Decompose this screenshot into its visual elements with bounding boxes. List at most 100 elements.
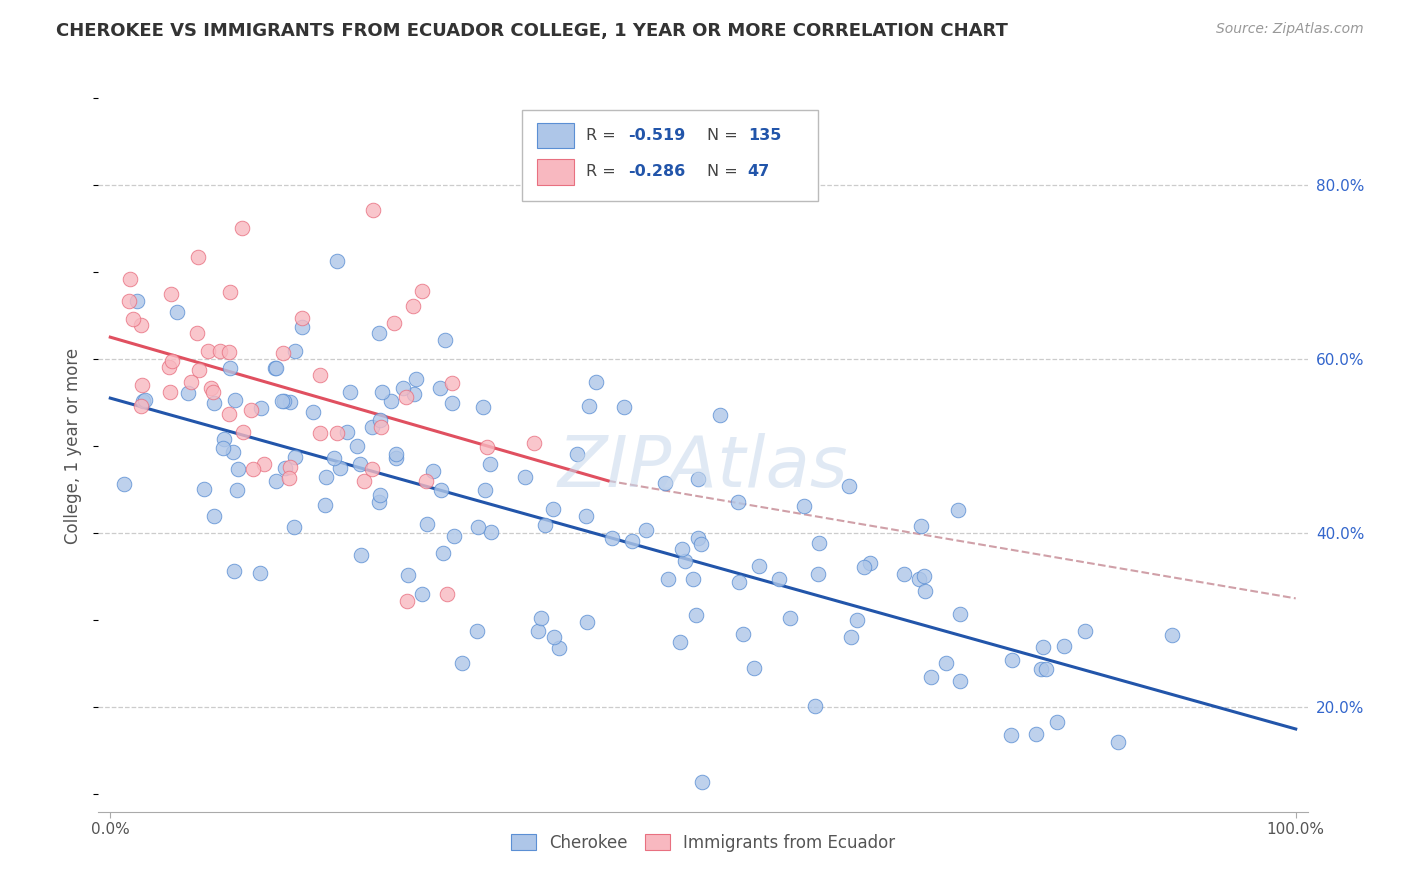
Point	[278, 395, 301, 409]
Point	[686, 531, 709, 545]
Point	[212, 433, 235, 447]
Point	[804, 698, 827, 713]
Point	[204, 508, 226, 523]
Point	[187, 250, 209, 264]
Point	[682, 573, 704, 587]
Point	[197, 344, 219, 359]
Point	[479, 457, 502, 471]
Point	[385, 451, 408, 466]
Point	[273, 393, 295, 408]
Point	[534, 518, 557, 533]
Point	[349, 457, 371, 471]
Text: ZIPAtlas: ZIPAtlas	[558, 434, 848, 502]
Point	[127, 294, 149, 309]
Point	[371, 384, 394, 399]
Point	[219, 360, 242, 375]
Point	[339, 385, 361, 400]
Point	[411, 587, 433, 601]
Point	[416, 516, 439, 531]
Point	[202, 395, 225, 409]
Point	[779, 610, 801, 624]
Point	[920, 670, 942, 684]
Point	[361, 462, 384, 476]
Point	[467, 519, 489, 533]
Point	[688, 472, 710, 486]
Point	[1107, 734, 1129, 748]
Point	[326, 253, 349, 268]
Point	[370, 419, 392, 434]
Text: Source: ZipAtlas.com: Source: ZipAtlas.com	[1216, 22, 1364, 37]
Point	[411, 284, 433, 298]
Point	[405, 371, 427, 385]
Text: N =: N =	[707, 128, 742, 143]
Point	[157, 360, 180, 375]
Point	[768, 572, 790, 586]
Point	[949, 674, 972, 689]
Point	[541, 502, 564, 516]
Point	[309, 368, 332, 383]
Text: 47: 47	[748, 164, 770, 179]
Point	[350, 549, 373, 563]
Point	[131, 378, 153, 392]
Point	[846, 613, 869, 627]
Point	[434, 334, 457, 348]
Point	[380, 394, 402, 409]
Text: R =: R =	[586, 164, 620, 179]
Point	[526, 624, 548, 639]
Point	[429, 380, 451, 394]
Point	[231, 220, 253, 235]
Point	[621, 534, 644, 549]
Point	[264, 361, 287, 376]
Point	[472, 400, 495, 414]
Point	[441, 376, 464, 390]
Point	[309, 425, 332, 440]
Point	[129, 399, 152, 413]
Point	[314, 499, 336, 513]
Point	[202, 385, 225, 400]
Point	[278, 471, 301, 485]
Point	[912, 568, 935, 582]
Point	[396, 568, 419, 582]
Point	[368, 326, 391, 341]
Point	[543, 631, 565, 645]
Point	[422, 464, 444, 478]
Point	[291, 311, 314, 326]
Point	[315, 469, 337, 483]
Point	[513, 470, 536, 484]
Point	[346, 438, 368, 452]
Point	[731, 627, 754, 641]
Point	[671, 541, 693, 556]
Point	[193, 482, 215, 496]
Point	[385, 447, 408, 461]
Point	[634, 523, 657, 537]
Point	[120, 271, 142, 285]
Point	[575, 508, 598, 523]
Point	[600, 531, 623, 545]
Point	[232, 425, 254, 440]
Point	[1053, 639, 1076, 653]
Y-axis label: College, 1 year or more: College, 1 year or more	[65, 348, 83, 544]
Point	[657, 572, 679, 586]
Point	[226, 462, 249, 476]
Text: -0.286: -0.286	[628, 164, 685, 179]
Point	[160, 286, 183, 301]
Point	[218, 345, 240, 359]
Point	[654, 476, 676, 491]
Point	[575, 615, 598, 629]
Point	[209, 344, 232, 359]
Point	[1074, 624, 1097, 638]
Point	[807, 536, 830, 550]
Point	[392, 381, 415, 395]
Bar	[537, 160, 574, 185]
Point	[166, 305, 188, 319]
Point	[200, 381, 222, 395]
Point	[1032, 640, 1054, 654]
Point	[404, 386, 426, 401]
Point	[585, 376, 607, 390]
Point	[578, 399, 600, 413]
Point	[180, 375, 202, 389]
Point	[907, 572, 929, 586]
Point	[1000, 728, 1022, 742]
Point	[382, 316, 405, 330]
Point	[323, 450, 346, 465]
